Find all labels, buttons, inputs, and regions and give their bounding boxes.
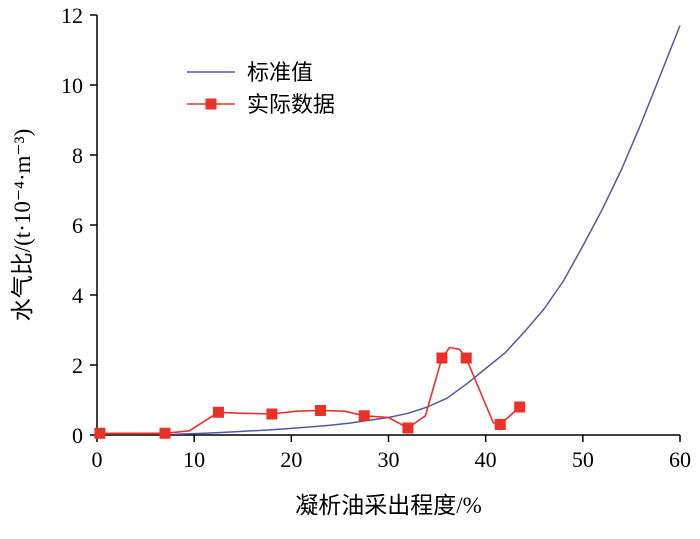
data-point-marker: [436, 352, 448, 364]
x-tick-label: 20: [280, 447, 302, 472]
x-tick-label: 0: [92, 447, 103, 472]
data-point-marker: [94, 427, 106, 439]
x-tick-label: 40: [475, 447, 497, 472]
x-axis-label: 凝析油采出程度/%: [295, 493, 482, 518]
y-tick-label: 10: [61, 73, 83, 98]
x-tick-label: 60: [669, 447, 691, 472]
x-tick-label: 50: [572, 447, 594, 472]
series-line-1: [99, 346, 521, 435]
y-tick-label: 2: [72, 353, 83, 378]
data-point-marker: [159, 427, 171, 439]
data-point-marker: [358, 410, 370, 422]
data-point-marker: [314, 405, 326, 416]
y-axis-label: 水气比/(t·10⁻⁴·m⁻³): [10, 129, 35, 322]
y-tick-label: 4: [72, 283, 83, 308]
data-point-marker: [494, 419, 506, 430]
y-tick-label: 6: [72, 213, 83, 238]
data-point-marker: [402, 422, 414, 434]
legend-label: 实际数据: [247, 92, 335, 117]
x-tick-label: 10: [183, 447, 205, 472]
data-point-marker: [266, 408, 278, 420]
y-tick-label: 0: [72, 423, 83, 448]
x-tick-label: 30: [378, 447, 400, 472]
legend-label: 标准值: [247, 60, 313, 85]
data-point-marker: [212, 406, 224, 418]
data-point-marker: [460, 352, 472, 364]
y-tick-label: 8: [72, 143, 83, 168]
y-tick-label: 12: [61, 3, 83, 28]
data-point-marker: [514, 401, 526, 413]
legend-marker-sample: [205, 98, 217, 110]
